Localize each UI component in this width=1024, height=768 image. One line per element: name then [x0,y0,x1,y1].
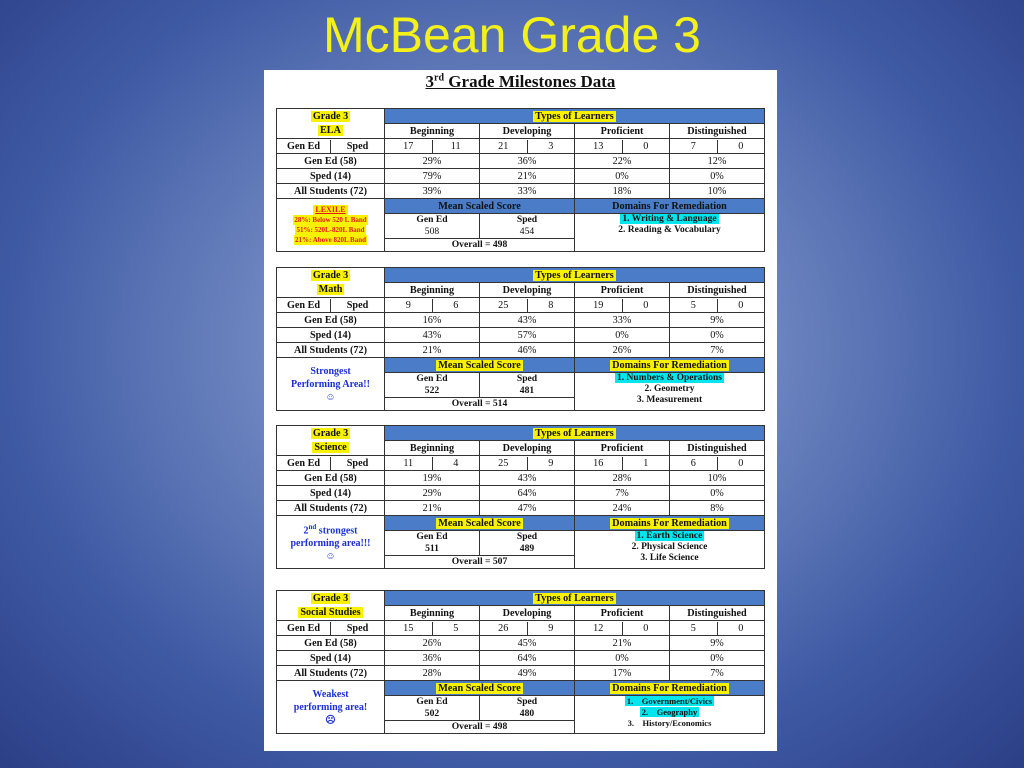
performance-note: 2nd strongest performing area!!! ☺ [276,515,385,569]
mean-score-values: Gen Ed Sped 508 454 Overall = 498 [384,213,575,252]
col-beginning: Beginning [384,123,480,139]
slide-title: McBean Grade 3 [323,7,701,63]
milestones-document: 3rd Grade Milestones Data Grade 3 ELA Typ… [264,70,777,751]
col-developing: Developing [479,123,575,139]
performance-note: Strongest Performing Area!! ☺ [276,357,385,411]
ela-table: Grade 3 ELA Types of Learners Beginning D… [276,108,765,252]
mean-score-header: Mean Scaled Score [384,198,575,214]
domains-list: 1. Writing & Language 2. Reading & Vocab… [574,213,765,252]
social-studies-table: Grade 3 Social Studies Types of Learners … [276,590,765,734]
document-title: 3rd Grade Milestones Data [425,72,616,91]
subject-label: Grade 3 Math [276,267,385,298]
all-students-row: All Students (72) 39% 33% 18% 10% [276,183,765,199]
domains-header: Domains For Remediation [574,198,765,214]
col-proficient: Proficient [574,123,670,139]
subject-label: Grade 3 ELA [276,108,385,139]
gen-ed-row: Gen Ed (58) 29% 36% 22% 12% [276,153,765,169]
col-distinguished: Distinguished [669,123,765,139]
sped-row: Sped (14) 79% 21% 0% 0% [276,168,765,184]
subject-label: Grade 3 Social Studies [276,590,385,621]
types-header: Types of Learners [384,108,765,124]
performance-note: Weakest performing area! ☹ [276,680,385,734]
lexile-note: LEXILE 28%: Below 520 L Band 51%: 520L-8… [276,198,385,252]
subject-label: Grade 3 Science [276,425,385,456]
science-table: Grade 3 Science Types of Learners Beginni… [276,425,765,569]
math-table: Grade 3 Math Types of Learners Beginning D… [276,267,765,411]
